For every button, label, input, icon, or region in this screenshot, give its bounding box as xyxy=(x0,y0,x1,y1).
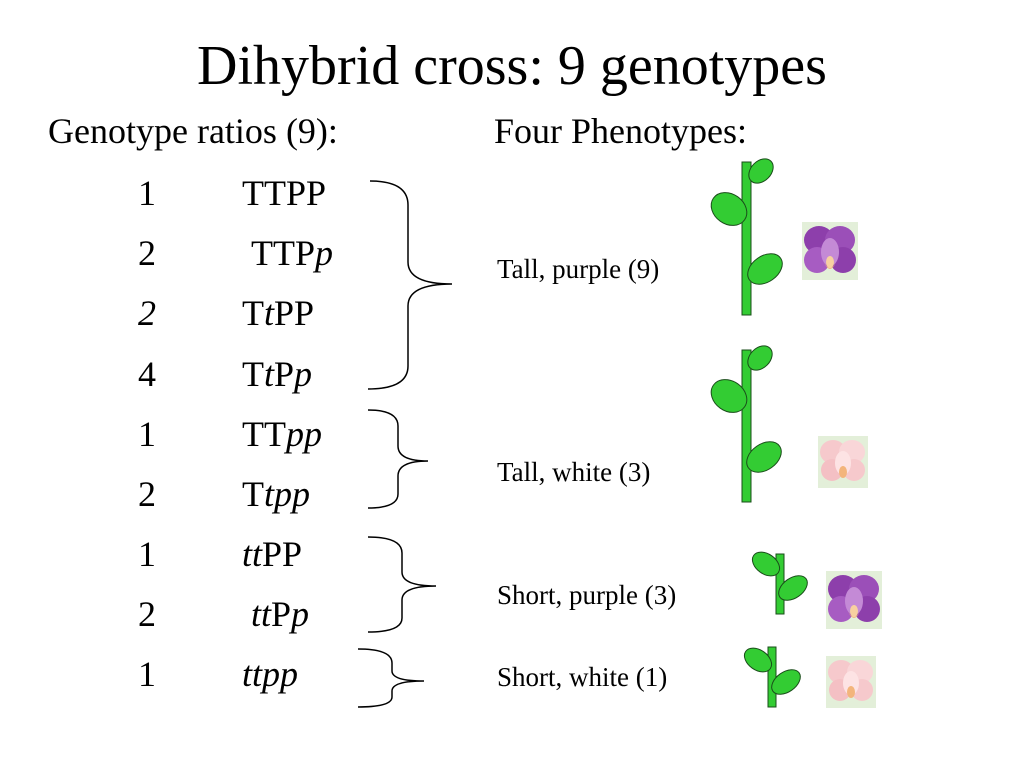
bracket-tall-white xyxy=(367,409,429,509)
genotype-label: Ttpp xyxy=(242,474,311,514)
genotype-label: TtPp xyxy=(242,354,313,394)
purple-flower-icon xyxy=(826,571,882,629)
genotype-label: ttpp xyxy=(242,654,299,694)
genotype-label: TTpp xyxy=(242,414,322,454)
genotype-count: 2 xyxy=(138,594,156,634)
bracket-short-purple xyxy=(367,536,437,633)
short-plant-icon xyxy=(751,551,808,615)
white-flower-icon xyxy=(818,436,868,488)
genotype-count: 4 xyxy=(138,354,156,394)
tall-plant-icon xyxy=(710,345,782,503)
four-phenotypes-heading: Four Phenotypes: xyxy=(494,111,748,151)
genotype-count: 1 xyxy=(138,414,156,454)
genotype-ratios-heading: Genotype ratios (9): xyxy=(48,111,338,151)
genotype-count: 2 xyxy=(138,474,156,514)
genotype-label: TTPP xyxy=(242,173,327,213)
short-plant-icon xyxy=(743,646,801,708)
genotype-count: 1 xyxy=(138,173,156,213)
genotype-count: 1 xyxy=(138,534,156,574)
tall-plant-icon xyxy=(710,158,783,316)
phenotype-label-short-white: Short, white (1) xyxy=(497,662,668,692)
purple-flower-icon xyxy=(802,222,858,280)
genotype-label: TtPP xyxy=(242,293,315,333)
phenotype-label-tall-white: Tall, white (3) xyxy=(497,457,651,487)
genotype-count: 2 xyxy=(138,293,156,333)
genotype-label: ttPp xyxy=(251,594,310,634)
phenotype-label-tall-purple: Tall, purple (9) xyxy=(497,254,660,284)
genotype-label: TTPp xyxy=(242,233,334,273)
genotype-label: ttPP xyxy=(242,534,303,574)
phenotype-label-short-purple: Short, purple (3) xyxy=(497,580,677,610)
bracket-tall-purple xyxy=(367,180,453,390)
slide-title: Dihybrid cross: 9 genotypes xyxy=(197,35,827,97)
bracket-short-white xyxy=(357,648,425,708)
white-flower-icon xyxy=(826,656,876,708)
genotype-count: 1 xyxy=(138,654,156,694)
genotype-count: 2 xyxy=(138,233,156,273)
